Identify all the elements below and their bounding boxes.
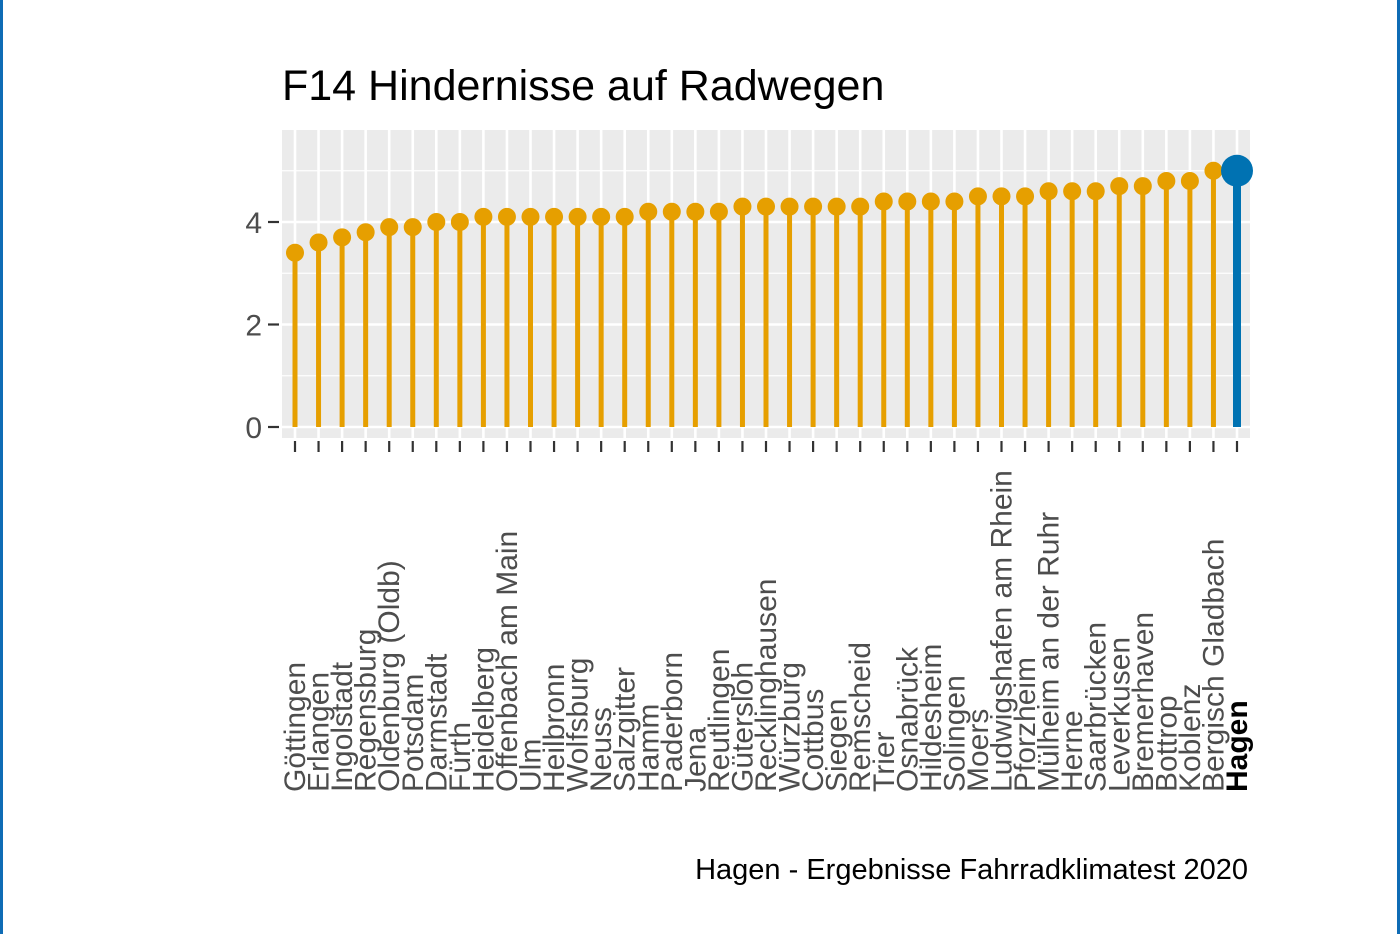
lollipop-point	[615, 207, 634, 226]
x-tick-label: Jena	[679, 727, 712, 792]
lollipop-point	[992, 187, 1011, 206]
x-tick-label: Osnabrück	[891, 646, 924, 792]
lollipop-point	[450, 213, 469, 231]
lollipop-point	[1063, 182, 1082, 201]
lollipop-point	[757, 197, 775, 216]
chart-title: F14 Hindernisse auf Radwegen	[282, 62, 885, 110]
x-tick-label: Solingen	[938, 675, 971, 792]
y-tick-label: 4	[245, 207, 262, 240]
lollipop-point	[333, 228, 352, 247]
lollipop-point	[945, 192, 964, 211]
y-tick-label: 2	[245, 310, 262, 343]
x-tick-label: Ingolstadt	[326, 661, 359, 792]
lollipop-point	[1157, 172, 1176, 190]
lollipop-point	[686, 202, 705, 221]
highlight-point	[1221, 154, 1253, 187]
x-tick-label: Bergisch Gladbach	[1197, 539, 1230, 792]
x-tick-label: Bottrop	[1150, 695, 1183, 792]
x-tick-label: Regensburg	[350, 629, 383, 792]
lollipop-point	[1110, 177, 1129, 196]
lollipop-point	[662, 202, 681, 221]
chart-caption: Hagen - Ergebnisse Fahrradklimatest 2020	[695, 854, 1248, 886]
x-tick-label: Offenbach am Main	[491, 531, 524, 792]
x-tick-label: Hagen	[1221, 700, 1254, 792]
lollipop-point	[1133, 177, 1152, 196]
x-tick-label: Ulm	[515, 739, 548, 792]
lollipop-point	[851, 197, 870, 216]
x-tick-label: Hamm	[632, 704, 665, 792]
y-tick-label: 0	[245, 412, 262, 445]
lollipop-point	[403, 218, 422, 237]
x-tick-label: Moers	[962, 709, 995, 792]
x-tick-label: Wolfsburg	[562, 657, 595, 792]
lollipop-point	[592, 207, 611, 226]
lollipop-point	[568, 207, 587, 226]
lollipop-point	[1086, 182, 1105, 201]
lollipop-point	[874, 192, 893, 211]
x-tick-label: Fürth	[444, 722, 477, 792]
x-tick-label: Heidelberg	[467, 647, 500, 792]
x-tick-label: Paderborn	[656, 652, 689, 792]
lollipop-point	[427, 213, 446, 231]
x-tick-label: Darmstadt	[420, 653, 453, 792]
lollipop-point	[380, 218, 399, 237]
lollipop-point	[545, 207, 564, 226]
lollipop-point	[497, 207, 516, 226]
lollipop-point	[286, 243, 304, 262]
lollipop-point	[1039, 182, 1058, 201]
x-tick-label: Heilbronn	[538, 664, 571, 792]
lollipop-point	[521, 207, 540, 226]
x-tick-label: Würzburg	[774, 662, 807, 792]
x-tick-label: Bremerhaven	[1127, 612, 1160, 792]
x-tick-label: Koblenz	[1174, 684, 1207, 792]
lollipop-point	[733, 197, 752, 216]
x-tick-label: Saarbrücken	[1080, 622, 1113, 792]
x-tick-label: Gütersloh	[726, 662, 759, 792]
x-tick-label: Trier	[868, 731, 901, 792]
x-tick-label: Oldenburg (Oldb)	[373, 560, 406, 792]
lollipop-point	[804, 197, 823, 216]
x-tick-label: Erlangen	[303, 672, 336, 792]
x-tick-label: Cottbus	[797, 689, 830, 792]
lollipop-point	[1016, 187, 1035, 206]
x-tick-label: Potsdam	[397, 674, 430, 792]
x-tick-label: Pforzheim	[1009, 657, 1042, 792]
lollipop-point	[709, 202, 728, 221]
lollipop-point	[827, 197, 846, 216]
lollipop-point	[639, 202, 658, 221]
x-tick-label: Remscheid	[844, 642, 877, 792]
x-tick-label: Hildesheim	[915, 644, 948, 792]
lollipop-point	[921, 192, 940, 211]
lollipop-point	[474, 207, 493, 226]
x-tick-label: Siegen	[821, 699, 854, 792]
x-tick-label: Leverkusen	[1103, 637, 1136, 792]
lollipop-point	[780, 197, 799, 216]
x-tick-label: Ludwigshafen am Rhein	[986, 470, 1019, 792]
x-tick-label: Göttingen	[279, 662, 312, 792]
x-tick-label: Mülheim an der Ruhr	[1033, 512, 1066, 792]
lollipop-point	[1180, 172, 1199, 190]
lollipop-point	[1204, 161, 1223, 180]
x-tick-label: Neuss	[585, 707, 618, 792]
x-tick-label: Recklinghausen	[750, 579, 783, 792]
x-tick-label: Herne	[1056, 710, 1089, 792]
lollipop-point	[968, 187, 987, 206]
lollipop-point	[309, 233, 328, 252]
lollipop-point	[898, 192, 917, 211]
lollipop-point	[356, 223, 375, 242]
x-tick-label: Salzgitter	[609, 667, 642, 792]
x-tick-label: Reutlingen	[703, 649, 736, 792]
